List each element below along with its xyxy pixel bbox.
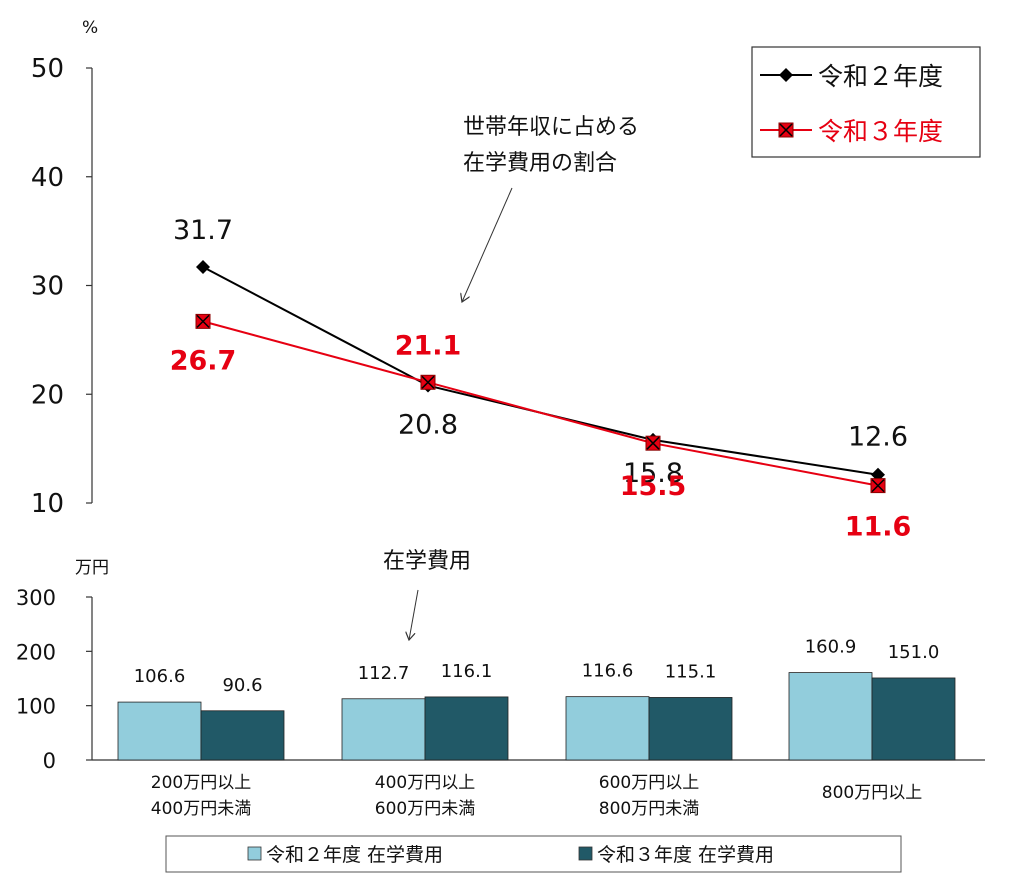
bar-legend: 令和２年度 在学費用 令和３年度 在学費用 [165,835,902,873]
bar-data-label: 112.7 [358,663,410,684]
legend-bar-r2-swatch [247,846,262,861]
bar-data-label: 106.6 [134,666,186,687]
line-point-r3 [420,374,436,390]
line-data-label: 12.6 [848,422,908,453]
bar-y-unit: 万円 [75,558,109,578]
bar-legend-box [165,835,902,873]
legend-r3-label: 令和３年度 [818,117,943,146]
bar-ytick-label: 300 [16,586,56,610]
bar-category-label: 400万円以上 [375,773,475,793]
bar-r2 [565,696,650,761]
line-legend: 令和２年度 令和３年度 [751,46,981,158]
line-series-group [195,260,886,494]
bar-r2 [788,672,873,761]
bar-ytick-label: 200 [16,640,56,664]
bar-r2 [341,698,426,761]
bar-data-label: 115.1 [665,661,717,682]
bar-ytick-label: 0 [43,749,56,773]
line-y-ticks: 10 20 30 40 50 [31,54,92,519]
line-ytick-label: 40 [31,163,64,193]
line-data-label: 20.8 [398,410,458,441]
line-ytick-label: 20 [31,380,64,410]
bar-data-label: 160.9 [805,637,857,658]
line-y-unit: % [82,18,98,38]
bar-category-label: 600万円以上 [599,773,699,793]
legend-r3-marker-x-icon [779,123,793,137]
legend-bar-r2-label: 令和２年度 在学費用 [266,844,443,866]
line-annotation-line2: 在学費用の割合 [463,151,617,176]
line-data-label: 21.1 [395,330,462,361]
bar-category-labels: 200万円以上 400万円未満 400万円以上 600万円未満 600万円以上 800万円… [151,773,922,819]
line-chart: % 10 20 30 40 50 31.7 20.8 15.8 12.6 26.7 21.1 15.… [31,18,981,543]
bar-y-ticks: 0 100 200 300 [16,586,92,773]
line-data-label: 31.7 [173,215,233,246]
bar-category-label: 200万円以上 [151,773,251,793]
legend-r2-marker-icon [779,68,793,82]
line-data-label: 15.8 [623,458,683,489]
line-data-labels: 31.7 20.8 15.8 12.6 26.7 21.1 15.5 11.6 [170,215,912,543]
line-point-r2 [196,260,210,275]
line-point-r3 [870,478,886,494]
bar-r3 [424,696,509,761]
line-point-r3 [195,313,211,329]
line-series-1 [202,266,879,476]
legend-bar-r3-label: 令和３年度 在学費用 [597,844,774,866]
line-data-label: 26.7 [170,345,237,376]
line-ytick-label: 50 [31,54,64,84]
bar-annotation-arrow [409,589,419,640]
legend-r2-label: 令和２年度 [818,62,943,91]
line-series-2 [202,320,879,487]
bar-r3 [648,697,733,761]
bar-bars-group [117,672,956,761]
bar-data-label: 116.6 [582,661,634,682]
bar-data-labels: 106.6 90.6 112.7 116.1 116.6 115.1 160.9 151.0 [134,637,940,696]
bar-category-label: 600万円未満 [375,799,475,819]
bar-category-label: 800万円未満 [599,799,699,819]
line-legend-box [751,46,981,158]
bar-annotation: 在学費用 [383,549,471,574]
bar-data-label: 90.6 [222,675,262,696]
line-data-label: 11.6 [845,512,912,543]
line-annotation-line1: 世帯年収に占める [463,115,639,140]
bar-r3 [200,710,285,761]
bar-data-label: 151.0 [888,642,940,663]
line-annotation-arrow [462,187,513,302]
line-data-label: 15.5 [620,471,687,502]
bar-ytick-label: 100 [16,695,56,719]
bar-r2 [117,701,202,761]
bar-category-label: 800万円以上 [822,783,922,803]
line-point-r3 [645,435,661,451]
line-ytick-label: 30 [31,272,64,302]
bar-chart: 万円 0 100 200 300 106.6 90.6 112.7 116.1 116.6 11… [16,549,985,873]
bar-r3 [871,677,956,761]
line-ytick-label: 10 [31,489,64,519]
bar-category-label: 400万円未満 [151,799,251,819]
bar-data-label: 116.1 [441,661,493,682]
legend-bar-r3-swatch [578,846,593,861]
